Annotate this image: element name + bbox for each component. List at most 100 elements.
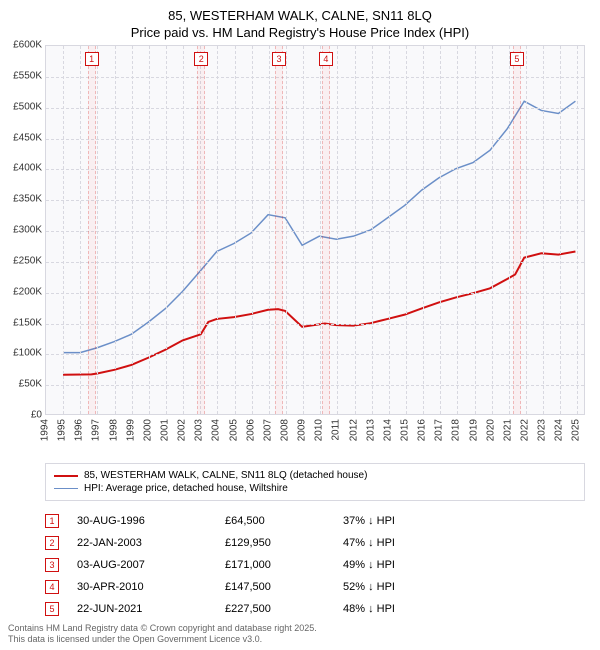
sales-row: 222-JAN-2003£129,95047% ↓ HPI xyxy=(45,532,585,554)
gridline-v xyxy=(115,46,116,414)
x-axis-label: 2018 xyxy=(451,419,462,441)
x-axis-label: 1995 xyxy=(57,419,68,441)
gridline-v xyxy=(303,46,304,414)
gridline-v xyxy=(543,46,544,414)
sale-marker: 3 xyxy=(272,52,286,66)
sales-table: 130-AUG-1996£64,50037% ↓ HPI222-JAN-2003… xyxy=(45,510,585,620)
gridline-v xyxy=(389,46,390,414)
sale-marker: 4 xyxy=(319,52,333,66)
x-axis-label: 2007 xyxy=(262,419,273,441)
y-axis-label: £300K xyxy=(13,225,42,236)
title-line-1: 85, WESTERHAM WALK, CALNE, SN11 8LQ xyxy=(10,8,590,25)
chart-title: 85, WESTERHAM WALK, CALNE, SN11 8LQ Pric… xyxy=(0,0,600,46)
gridline-h xyxy=(46,77,584,78)
y-axis-label: £150K xyxy=(13,317,42,328)
chart-svg xyxy=(46,46,584,414)
y-axis-label: £250K xyxy=(13,255,42,266)
gridline-h xyxy=(46,108,584,109)
gridline-v xyxy=(63,46,64,414)
gridline-h xyxy=(46,169,584,170)
gridline-v xyxy=(526,46,527,414)
gridline-v xyxy=(80,46,81,414)
x-axis-label: 2009 xyxy=(297,419,308,441)
gridline-h xyxy=(46,231,584,232)
legend-item: 85, WESTERHAM WALK, CALNE, SN11 8LQ (det… xyxy=(54,469,576,482)
gridline-v xyxy=(492,46,493,414)
y-axis-label: £50K xyxy=(19,379,42,390)
sale-marker: 2 xyxy=(194,52,208,66)
sale-vs-hpi: 48% ↓ HPI xyxy=(343,603,453,615)
x-axis-label: 1998 xyxy=(108,419,119,441)
gridline-h xyxy=(46,324,584,325)
x-axis-label: 2006 xyxy=(245,419,256,441)
gridline-v xyxy=(355,46,356,414)
sale-date: 30-APR-2010 xyxy=(77,581,207,593)
sale-date: 03-AUG-2007 xyxy=(77,559,207,571)
y-axis-label: £200K xyxy=(13,286,42,297)
gridline-v xyxy=(440,46,441,414)
gridline-v xyxy=(183,46,184,414)
title-line-2: Price paid vs. HM Land Registry's House … xyxy=(10,25,590,42)
sale-row-marker: 3 xyxy=(45,558,59,572)
license-line-1: Contains HM Land Registry data © Crown c… xyxy=(8,623,317,635)
sale-price: £147,500 xyxy=(225,581,325,593)
x-axis-label: 2014 xyxy=(382,419,393,441)
y-axis-label: £100K xyxy=(13,348,42,359)
sale-date: 22-JUN-2021 xyxy=(77,603,207,615)
y-axis-label: £350K xyxy=(13,194,42,205)
x-axis-label: 1999 xyxy=(125,419,136,441)
x-axis-label: 2015 xyxy=(400,419,411,441)
gridline-h xyxy=(46,385,584,386)
sale-row-marker: 1 xyxy=(45,514,59,528)
gridline-v xyxy=(166,46,167,414)
sale-marker-band xyxy=(197,46,205,414)
chart-plot-area: 12345 xyxy=(45,45,585,415)
gridline-v xyxy=(509,46,510,414)
y-axis-label: £450K xyxy=(13,132,42,143)
sale-price: £171,000 xyxy=(225,559,325,571)
x-axis-label: 2003 xyxy=(194,419,205,441)
sale-marker-band xyxy=(88,46,96,414)
sale-vs-hpi: 52% ↓ HPI xyxy=(343,581,453,593)
sales-row: 522-JUN-2021£227,50048% ↓ HPI xyxy=(45,598,585,620)
gridline-v xyxy=(235,46,236,414)
y-axis-label: £400K xyxy=(13,163,42,174)
gridline-v xyxy=(132,46,133,414)
legend-item: HPI: Average price, detached house, Wilt… xyxy=(54,482,576,495)
gridline-v xyxy=(560,46,561,414)
x-axis-label: 2019 xyxy=(468,419,479,441)
gridline-h xyxy=(46,354,584,355)
gridline-v xyxy=(217,46,218,414)
sale-row-marker: 4 xyxy=(45,580,59,594)
legend-label: 85, WESTERHAM WALK, CALNE, SN11 8LQ (det… xyxy=(84,470,367,481)
x-axis-label: 2023 xyxy=(537,419,548,441)
gridline-v xyxy=(457,46,458,414)
sale-price: £227,500 xyxy=(225,603,325,615)
x-axis-label: 1996 xyxy=(74,419,85,441)
y-axis-label: £550K xyxy=(13,70,42,81)
sale-vs-hpi: 47% ↓ HPI xyxy=(343,537,453,549)
sales-row: 130-AUG-1996£64,50037% ↓ HPI xyxy=(45,510,585,532)
x-axis-label: 1997 xyxy=(91,419,102,441)
chart-legend: 85, WESTERHAM WALK, CALNE, SN11 8LQ (det… xyxy=(45,463,585,501)
gridline-v xyxy=(475,46,476,414)
x-axis-label: 2021 xyxy=(502,419,513,441)
legend-swatch xyxy=(54,488,78,489)
x-axis-label: 2010 xyxy=(314,419,325,441)
sale-price: £64,500 xyxy=(225,515,325,527)
sale-vs-hpi: 49% ↓ HPI xyxy=(343,559,453,571)
sale-vs-hpi: 37% ↓ HPI xyxy=(343,515,453,527)
gridline-h xyxy=(46,200,584,201)
gridline-v xyxy=(372,46,373,414)
gridline-v xyxy=(337,46,338,414)
license-line-2: This data is licensed under the Open Gov… xyxy=(8,634,317,646)
sale-marker-band xyxy=(275,46,283,414)
x-axis-label: 1994 xyxy=(40,419,51,441)
gridline-v xyxy=(286,46,287,414)
sale-date: 22-JAN-2003 xyxy=(77,537,207,549)
sale-marker-band xyxy=(322,46,330,414)
sale-row-marker: 2 xyxy=(45,536,59,550)
x-axis-label: 2008 xyxy=(280,419,291,441)
x-axis-label: 2024 xyxy=(554,419,565,441)
x-axis-label: 2001 xyxy=(160,419,171,441)
